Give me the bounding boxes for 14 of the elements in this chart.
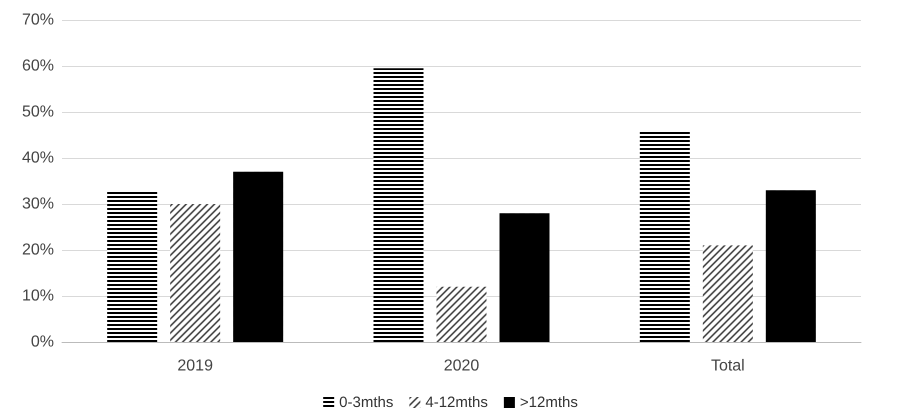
legend-label: >12mths (520, 394, 578, 411)
x-tick-label: 2019 (177, 358, 214, 374)
legend-label: 4-12mths (425, 394, 488, 411)
legend-label: 0-3mths (339, 394, 394, 411)
y-tick-label: 50% (22, 104, 54, 120)
y-tick-label: 70% (22, 12, 54, 28)
x-tick-label: Total (710, 358, 745, 374)
y-tick-label: 10% (22, 288, 54, 304)
y-tick-label: 40% (22, 150, 54, 166)
y-tick-label: 20% (22, 242, 54, 258)
y-tick-label: 60% (22, 58, 54, 74)
y-tick-label: 30% (22, 196, 54, 212)
y-tick-label: 0% (30, 334, 54, 350)
x-tick-label: 2020 (444, 358, 480, 374)
